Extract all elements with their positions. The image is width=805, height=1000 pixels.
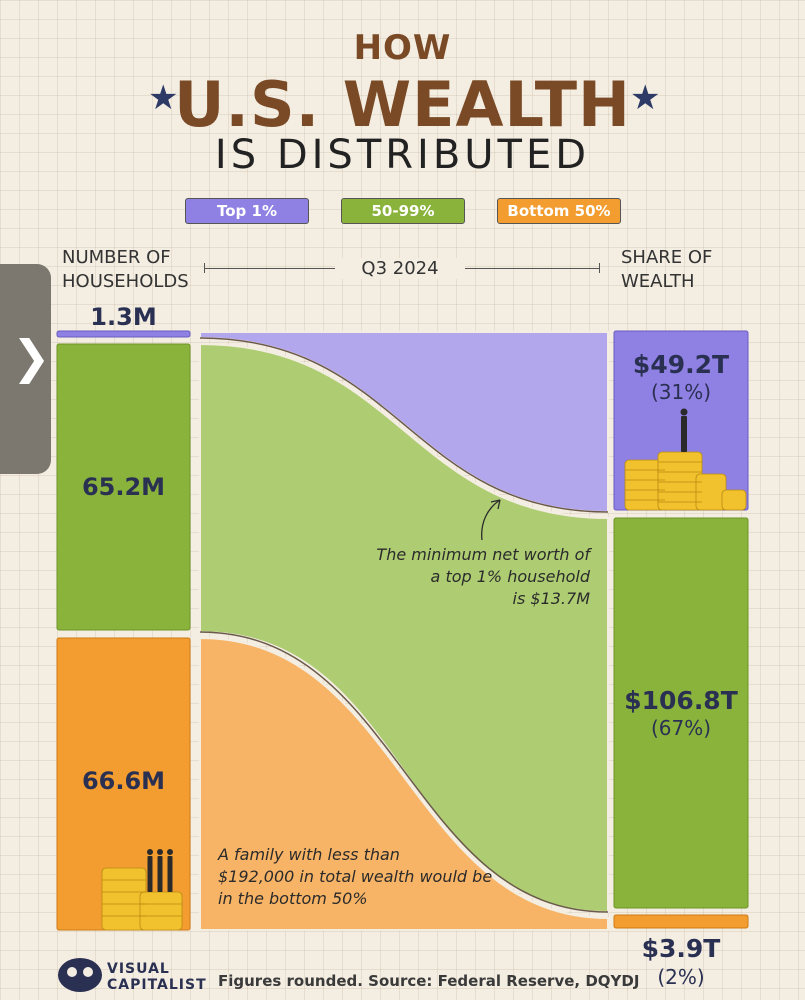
side-panel-tab[interactable] [0,264,51,474]
wealth-bar-bottom-50 [613,914,749,929]
households-header: NUMBER OF HOUSEHOLDS [62,247,189,292]
person-icon-top [680,408,688,452]
wealth-share-top-1: (31%) [650,380,712,404]
households-bar-top-1 [56,330,191,338]
period-label: Q3 2024 [335,258,465,279]
wealth-header: SHARE OF WEALTH [621,247,713,292]
wealth-value-bottom-50: $3.9T [641,934,721,963]
logo-text: VISUAL CAPITALIST [107,961,207,993]
coin-stack-icon-bottom [101,867,183,931]
title-how: HOW [353,28,452,68]
legend-top-1: Top 1% [185,198,309,224]
flow-edge-top [199,337,609,513]
page-title: U.S. WEALTH [174,68,631,141]
households-value-50-99: 65.2M [81,473,166,501]
timeline-tick-right [599,263,600,273]
annotation-arrow [481,499,501,541]
wealth-share-bottom-50: (2%) [657,965,705,989]
coin-stack-icon-top [624,451,747,511]
wealth-bar-50-99 [613,517,749,909]
star-icon-right: ★ [630,78,661,118]
people-icon-bottom [147,849,173,892]
annotation-bottom-50: A family with less than $192,000 in tota… [218,845,493,908]
flow-bottom-50 [199,636,609,931]
title-subtitle: IS DISTRIBUTED [214,132,591,178]
households-value-bottom-50: 66.6M [81,767,166,795]
timeline-tick-left [204,263,205,273]
visual-capitalist-logo [58,958,102,992]
wealth-value-50-99: $106.8T [624,686,738,715]
star-icon-left: ★ [148,78,179,118]
source-note: Figures rounded. Source: Federal Reserve… [218,972,640,990]
flow-edge-bottom [199,631,609,913]
households-bar-50-99 [56,343,191,631]
wealth-value-top-1: $49.2T [632,350,730,379]
annotation-top-1: The minimum net worth of a top 1% househ… [376,545,590,608]
households-value-top-1: 1.3M [90,303,157,331]
legend-50-99: 50-99% [341,198,465,224]
legend-bottom-50: Bottom 50% [497,198,621,224]
chevron-right-icon[interactable]: ❯ [12,330,51,384]
wealth-share-50-99: (67%) [650,716,712,740]
